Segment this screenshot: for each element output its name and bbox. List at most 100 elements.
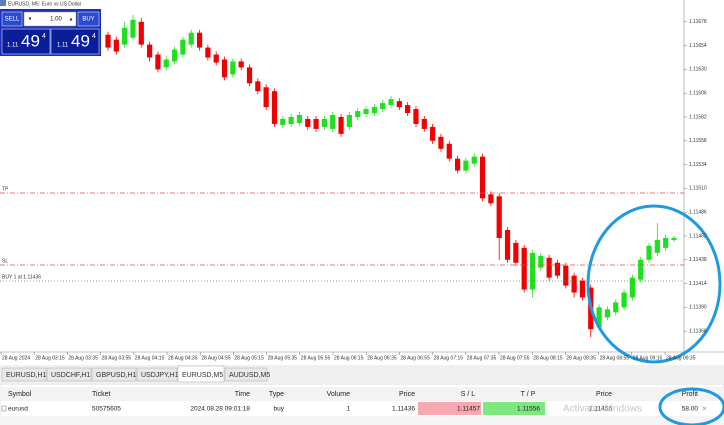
tab-label[interactable]: GBPUSD,H1 bbox=[96, 372, 137, 379]
sell-label[interactable]: SELL bbox=[5, 17, 20, 23]
price-tick-label: 1.11438 bbox=[689, 257, 707, 263]
candle-body bbox=[421, 118, 427, 129]
sell-price-box[interactable] bbox=[1, 28, 51, 55]
sell-button[interactable] bbox=[1, 11, 23, 27]
tab-label[interactable]: USDCHF,H1 bbox=[51, 372, 90, 379]
close-x[interactable]: ✕ bbox=[702, 407, 707, 413]
tab[interactable] bbox=[46, 367, 92, 382]
candle-body bbox=[305, 118, 311, 127]
volume-box[interactable] bbox=[23, 11, 77, 27]
volume-down[interactable]: ▾ bbox=[28, 17, 31, 23]
tab[interactable] bbox=[177, 365, 225, 383]
candle-body bbox=[346, 115, 352, 127]
buy-label[interactable]: BUY bbox=[82, 17, 94, 23]
time-label: 28 Aug 05:55 bbox=[301, 355, 331, 361]
candle-body bbox=[604, 309, 611, 318]
sell-price-big: 49 bbox=[21, 31, 40, 50]
candle-body bbox=[430, 126, 436, 141]
candle-body bbox=[363, 109, 369, 115]
candle-body bbox=[538, 255, 544, 268]
table-cell: 1.11556 bbox=[517, 406, 540, 413]
table-cell: 2024.08.28 09:01:18 bbox=[190, 406, 250, 413]
price-tick-label: 1.11414 bbox=[689, 281, 707, 287]
table-header: Volume bbox=[327, 391, 350, 398]
buy-button[interactable] bbox=[77, 11, 100, 27]
tab-label[interactable]: AUDUSD,M5 bbox=[229, 372, 270, 379]
candle-body bbox=[230, 61, 236, 75]
tab-label[interactable]: USDJPY,H1 bbox=[141, 372, 179, 379]
one-click-panel: SELL ▾ 1.00 ▴ BUY 1.11 49 4 1.11 49 4 bbox=[0, 9, 101, 56]
candle-body bbox=[147, 44, 153, 58]
tab[interactable] bbox=[224, 367, 268, 382]
price-tick-label: 1.11390 bbox=[689, 305, 707, 311]
candle-body bbox=[263, 87, 269, 108]
candle-body bbox=[255, 81, 261, 92]
time-label: 28 Aug 03:35 bbox=[68, 355, 98, 361]
candle-body bbox=[446, 143, 452, 159]
time-label: 28 Aug 08:15 bbox=[533, 355, 563, 361]
candle-body bbox=[171, 49, 178, 62]
candle-body bbox=[380, 103, 386, 110]
candle-body bbox=[529, 252, 536, 290]
time-label: 28 Aug 08:35 bbox=[566, 355, 596, 361]
sl-label: SL bbox=[2, 258, 8, 264]
candle-body bbox=[563, 265, 569, 286]
table-header: Time bbox=[235, 391, 250, 398]
candle-body bbox=[238, 61, 244, 68]
price-tick-label: 1.11366 bbox=[689, 329, 707, 335]
table-content: Symbol Ticket Time Type Volume Price S / L T / … bbox=[1, 391, 699, 413]
table-header: Ticket bbox=[92, 391, 110, 398]
candle-body bbox=[396, 101, 402, 108]
candle-body bbox=[130, 19, 136, 38]
sell-price-sup: 4 bbox=[42, 33, 46, 40]
highlight-circle bbox=[658, 387, 724, 425]
time-label: 28 Aug 09:15 bbox=[633, 355, 663, 361]
price-tick-label: 1.11678 bbox=[689, 19, 707, 25]
candle-body bbox=[180, 39, 186, 55]
tab[interactable] bbox=[91, 367, 137, 382]
tab-label[interactable]: EURUSD,H1 bbox=[6, 372, 47, 379]
table-cell: 1.11436 bbox=[392, 406, 415, 413]
candle-body bbox=[388, 99, 394, 106]
candle-body bbox=[188, 32, 194, 45]
price-tick-label: 1.11654 bbox=[689, 43, 707, 49]
window-title: EURUSD, M5: Euro vs US Dollar bbox=[8, 1, 82, 7]
time-label: 28 Aug 06:35 bbox=[367, 355, 397, 361]
tp-cell-bg bbox=[483, 402, 545, 415]
candle-body bbox=[371, 107, 377, 114]
price-tick-label: 1.11486 bbox=[689, 210, 707, 216]
volume-value[interactable]: 1.00 bbox=[50, 17, 62, 23]
tab[interactable] bbox=[1, 367, 47, 382]
price-tick-label: 1.11606 bbox=[689, 91, 707, 97]
volume-up[interactable]: ▴ bbox=[69, 17, 72, 23]
candle-body bbox=[338, 117, 344, 134]
tab[interactable] bbox=[136, 367, 178, 382]
buy-price-prefix: 1.11 bbox=[57, 43, 69, 49]
time-label: 28 Aug 2024 bbox=[2, 355, 30, 361]
table-header: Type bbox=[269, 391, 284, 398]
candle-body bbox=[271, 91, 278, 124]
candle-body bbox=[471, 156, 477, 164]
time-label: 28 Aug 03:15 bbox=[35, 355, 65, 361]
symbol-icon bbox=[1, 405, 7, 412]
candle-body bbox=[488, 194, 494, 204]
candle-body bbox=[122, 27, 128, 45]
table-cell: 58.00 bbox=[682, 406, 699, 413]
tab-label[interactable]: EURUSD,M5 bbox=[182, 372, 223, 379]
table-header-bg bbox=[0, 387, 724, 401]
time-label: 28 Aug 07:35 bbox=[467, 355, 497, 361]
candle-body bbox=[463, 160, 469, 171]
candle-body bbox=[504, 230, 511, 260]
price-tick-label: 1.11630 bbox=[689, 67, 707, 73]
candle-body bbox=[321, 118, 328, 127]
buy-price-box[interactable] bbox=[50, 28, 100, 55]
time-label: 28 Aug 06:55 bbox=[400, 355, 430, 361]
candle-body bbox=[571, 275, 577, 293]
sl-cell-bg bbox=[418, 402, 481, 415]
watermark: Activate Windows bbox=[563, 404, 642, 415]
price-tick-label: 1.11534 bbox=[689, 162, 707, 168]
candle-body bbox=[113, 39, 119, 52]
candle-body bbox=[654, 239, 660, 253]
